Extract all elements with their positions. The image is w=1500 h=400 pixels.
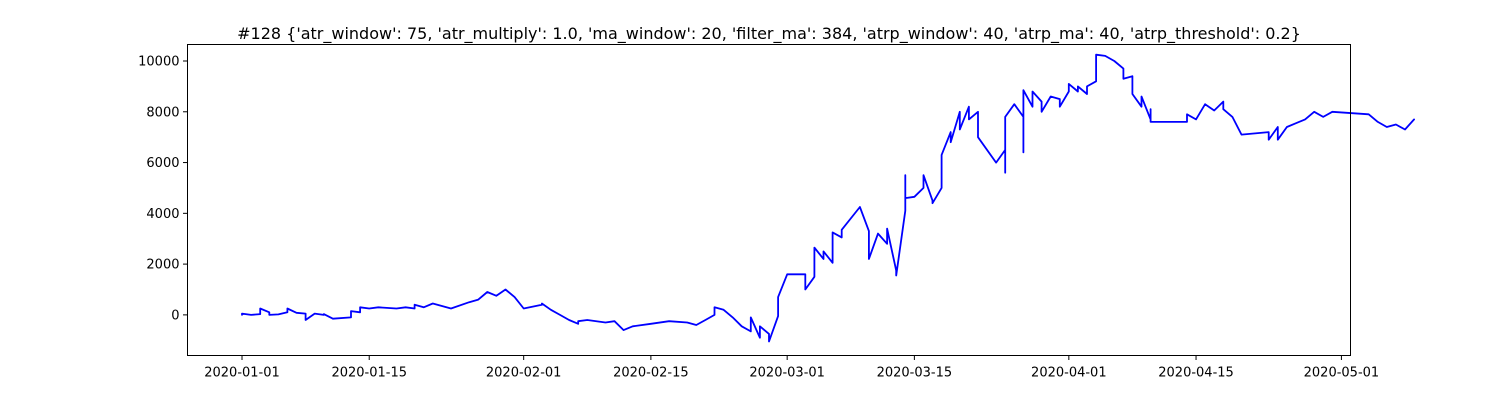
y-axis: 0 2000 4000 6000 8000 10000 xyxy=(138,55,188,323)
x-tick-label: 2020-05-01 xyxy=(1304,366,1380,381)
y-tick-label: 0 xyxy=(171,308,179,323)
x-tick-label: 2020-02-01 xyxy=(486,366,562,381)
series-line xyxy=(241,53,1415,343)
x-tick-label: 2020-01-15 xyxy=(331,366,407,381)
chart-title: #128 {'atr_window': 75, 'atr_multiply': … xyxy=(237,24,1301,44)
x-tick-label: 2020-04-15 xyxy=(1158,366,1234,381)
y-tick-label: 6000 xyxy=(146,156,179,171)
plot-frame xyxy=(187,44,1351,356)
x-axis: 2020-01-01 2020-01-15 2020-02-01 2020-02-15… xyxy=(204,355,1380,381)
x-tick-label: 2020-01-01 xyxy=(204,366,280,381)
y-tick-label: 10000 xyxy=(138,55,179,70)
x-tick-label: 2020-03-01 xyxy=(749,366,825,381)
x-tick-label: 2020-03-15 xyxy=(877,366,953,381)
x-tick-label: 2020-02-15 xyxy=(613,366,689,381)
y-tick-label: 4000 xyxy=(146,207,179,222)
x-tick-label: 2020-04-01 xyxy=(1031,366,1107,381)
series-layer xyxy=(241,53,1415,343)
y-tick-label: 8000 xyxy=(146,105,179,120)
y-tick-label: 2000 xyxy=(146,258,179,273)
